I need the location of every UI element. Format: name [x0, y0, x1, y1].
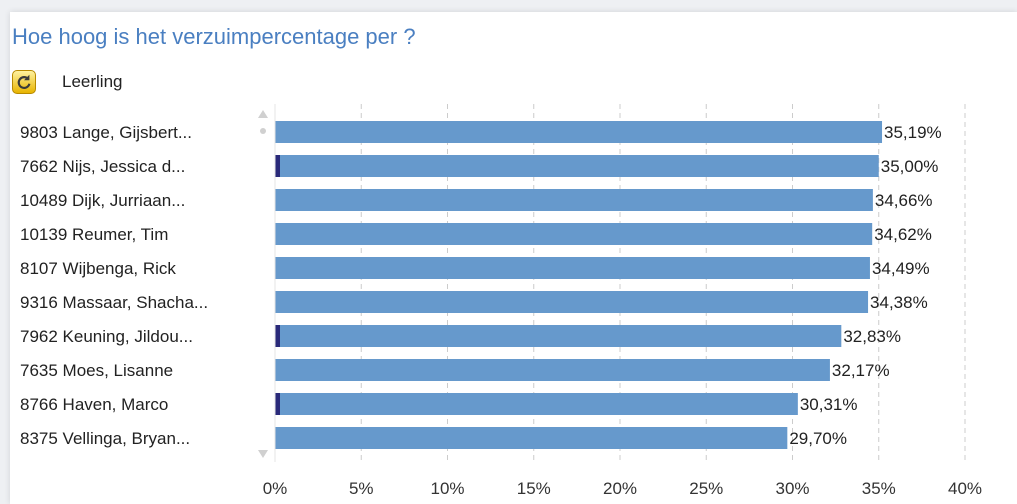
x-tick-label: 0%	[263, 479, 288, 498]
scroll-up-icon[interactable]	[258, 110, 268, 118]
category-label: 8766 Haven, Marco	[20, 395, 168, 414]
chart-title: Hoe hoog is het verzuimpercentage per ?	[12, 24, 416, 49]
dimension-selector: Leerling	[12, 68, 123, 96]
category-label: 7635 Moes, Lisanne	[20, 361, 173, 380]
bar[interactable]	[275, 121, 883, 143]
bar[interactable]	[275, 189, 873, 211]
value-label: 34,62%	[874, 225, 932, 244]
category-label: 8107 Wijbenga, Rick	[20, 259, 176, 278]
category-label: 9803 Lange, Gijsbert...	[20, 123, 192, 142]
value-label: 30,31%	[800, 395, 858, 414]
bar[interactable]	[275, 359, 830, 381]
bar[interactable]	[275, 257, 870, 279]
refresh-icon[interactable]	[12, 70, 36, 94]
value-label: 35,19%	[884, 123, 942, 142]
value-label: 35,00%	[881, 157, 939, 176]
category-label: 10139 Reumer, Tim	[20, 225, 168, 244]
x-tick-label: 25%	[689, 479, 723, 498]
scroll-thumb[interactable]	[260, 128, 266, 134]
bar[interactable]	[275, 223, 873, 245]
bar[interactable]	[275, 291, 869, 313]
value-label: 29,70%	[789, 429, 847, 448]
bar-selection-marker	[275, 155, 280, 177]
bar-selection-marker	[275, 325, 280, 347]
category-label: 8375 Vellinga, Bryan...	[20, 429, 190, 448]
category-label: 7662 Nijs, Jessica d...	[20, 157, 185, 176]
x-tick-label: 40%	[948, 479, 982, 498]
x-tick-label: 30%	[775, 479, 809, 498]
value-label: 34,66%	[875, 191, 933, 210]
category-label: 9316 Massaar, Shacha...	[20, 293, 208, 312]
value-label: 34,38%	[870, 293, 928, 312]
x-tick-label: 20%	[603, 479, 637, 498]
value-label: 34,49%	[872, 259, 930, 278]
category-label: 10489 Dijk, Jurriaan...	[20, 191, 185, 210]
value-label: 32,83%	[843, 327, 901, 346]
scroll-down-icon[interactable]	[258, 450, 268, 458]
category-label: 7962 Keuning, Jildou...	[20, 327, 193, 346]
x-tick-label: 35%	[862, 479, 896, 498]
x-tick-label: 10%	[430, 479, 464, 498]
bar[interactable]	[275, 427, 788, 449]
x-tick-label: 15%	[517, 479, 551, 498]
bar[interactable]	[275, 325, 842, 347]
dimension-label: Leerling	[62, 72, 123, 91]
value-label: 32,17%	[832, 361, 890, 380]
bar[interactable]	[275, 155, 879, 177]
bar-selection-marker	[275, 393, 280, 415]
x-tick-label: 5%	[349, 479, 374, 498]
bar[interactable]	[275, 393, 798, 415]
